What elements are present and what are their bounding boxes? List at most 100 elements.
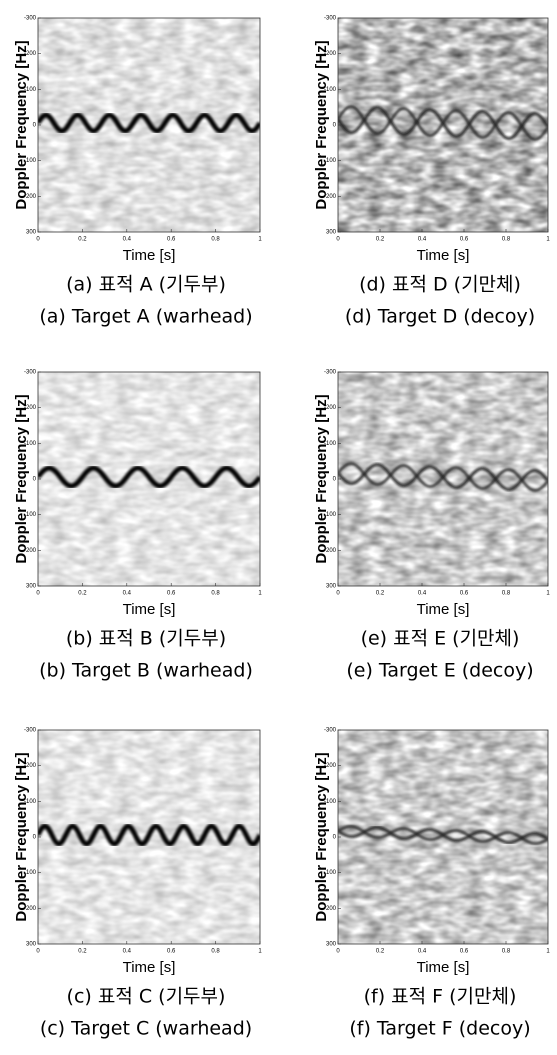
x-tick-label: 0.8 — [502, 237, 511, 243]
y-tick-label: -300 — [24, 370, 37, 376]
y-tick-label: -300 — [324, 16, 337, 22]
y-tick-label: 300 — [326, 584, 337, 590]
x-tick-label: 1 — [258, 949, 262, 955]
y-tick-label: -300 — [24, 728, 37, 734]
x-tick-label: 0.8 — [211, 949, 220, 955]
y-tick-label: 300 — [26, 230, 37, 236]
x-tick-label: 0.4 — [123, 591, 132, 597]
x-tick-label: 0 — [336, 237, 340, 243]
x-tick-label: 0.2 — [78, 237, 87, 243]
caption-ko: (e) 표적 E (기만체) — [361, 628, 520, 650]
y-tick-label: 300 — [326, 942, 337, 948]
y-tick-label: -100 — [24, 87, 37, 93]
x-axis-label: Time [s] — [123, 247, 176, 264]
y-tick-label: 200 — [326, 906, 337, 912]
trace — [338, 825, 548, 845]
y-tick-label: -100 — [24, 441, 37, 447]
x-tick-label: 0.2 — [376, 949, 385, 955]
y-tick-label: 0 — [333, 835, 337, 841]
y-tick-label: 300 — [26, 942, 37, 948]
caption-ko: (a) 표적 A (기두부) — [66, 274, 226, 296]
x-tick-label: 0.6 — [460, 591, 469, 597]
x-axis-label: Time [s] — [417, 601, 470, 618]
x-axis-label: Time [s] — [417, 959, 470, 976]
y-tick-label: 200 — [26, 906, 37, 912]
y-tick-label: -200 — [324, 763, 337, 769]
x-tick-label: 0 — [336, 949, 340, 955]
y-tick-label: -300 — [324, 728, 337, 734]
x-tick-label: 0.6 — [167, 949, 176, 955]
trace — [38, 465, 260, 489]
y-tick-label: 0 — [33, 123, 37, 129]
trace — [338, 462, 548, 492]
noise — [338, 372, 548, 586]
spectrogram — [38, 372, 260, 586]
y-tick-label: -100 — [324, 799, 337, 805]
x-tick-label: 1 — [546, 949, 550, 955]
y-tick-label: -300 — [24, 16, 37, 22]
y-axis-label: Doppler Frequency [Hz] — [313, 394, 330, 563]
y-tick-label: 100 — [326, 512, 337, 518]
spectrogram — [338, 372, 548, 586]
x-tick-label: 0.6 — [167, 237, 176, 243]
y-tick-label: 100 — [26, 158, 37, 164]
y-axis-label: Doppler Frequency [Hz] — [313, 752, 330, 921]
spectrogram — [38, 18, 260, 232]
y-tick-label: 0 — [33, 835, 37, 841]
x-tick-label: 0.2 — [78, 949, 87, 955]
y-tick-label: 300 — [326, 230, 337, 236]
y-tick-label: -100 — [324, 441, 337, 447]
y-tick-label: -300 — [324, 370, 337, 376]
noise — [338, 730, 548, 944]
x-tick-label: 0 — [336, 591, 340, 597]
y-tick-label: -100 — [24, 799, 37, 805]
caption-en: (b) Target B (warhead) — [39, 660, 253, 682]
y-tick-label: -200 — [24, 763, 37, 769]
y-tick-label: 200 — [26, 548, 37, 554]
caption-en: (f) Target F (decoy) — [349, 1018, 530, 1040]
caption-ko: (b) 표적 B (기두부) — [66, 628, 226, 650]
y-axis-label: Doppler Frequency [Hz] — [13, 394, 30, 563]
caption-en: (e) Target E (decoy) — [346, 660, 533, 682]
x-tick-label: 0.6 — [460, 949, 469, 955]
x-tick-label: 1 — [258, 591, 262, 597]
y-tick-label: -200 — [324, 405, 337, 411]
y-tick-label: -200 — [324, 51, 337, 57]
y-axis-label: Doppler Frequency [Hz] — [13, 40, 30, 209]
caption-ko: (d) 표적 D (기만체) — [359, 274, 521, 296]
x-tick-label: 0 — [36, 949, 40, 955]
x-tick-label: 0.8 — [502, 591, 511, 597]
caption-ko: (c) 표적 C (기두부) — [67, 986, 226, 1008]
y-tick-label: 200 — [26, 194, 37, 200]
y-tick-label: 0 — [333, 477, 337, 483]
x-tick-label: 0.2 — [376, 591, 385, 597]
x-tick-label: 0.4 — [418, 591, 427, 597]
x-tick-label: 0.6 — [460, 237, 469, 243]
caption-en: (d) Target D (decoy) — [345, 306, 535, 328]
caption-ko: (f) 표적 F (기만체) — [364, 986, 517, 1008]
x-tick-label: 0.4 — [123, 237, 132, 243]
x-tick-label: 1 — [258, 237, 262, 243]
x-tick-label: 0.6 — [167, 591, 176, 597]
spectrogram — [338, 18, 548, 232]
x-tick-label: 0.8 — [502, 949, 511, 955]
y-tick-label: -200 — [24, 51, 37, 57]
y-tick-label: 200 — [326, 548, 337, 554]
spectrogram — [338, 730, 548, 944]
caption-en: (a) Target A (warhead) — [39, 306, 252, 328]
x-tick-label: 0 — [36, 591, 40, 597]
x-axis-label: Time [s] — [123, 959, 176, 976]
y-tick-label: 200 — [326, 194, 337, 200]
y-tick-label: 0 — [333, 123, 337, 129]
x-tick-label: 0.8 — [211, 237, 220, 243]
trace — [38, 112, 260, 134]
x-tick-label: 0.8 — [211, 591, 220, 597]
trace — [338, 105, 548, 141]
